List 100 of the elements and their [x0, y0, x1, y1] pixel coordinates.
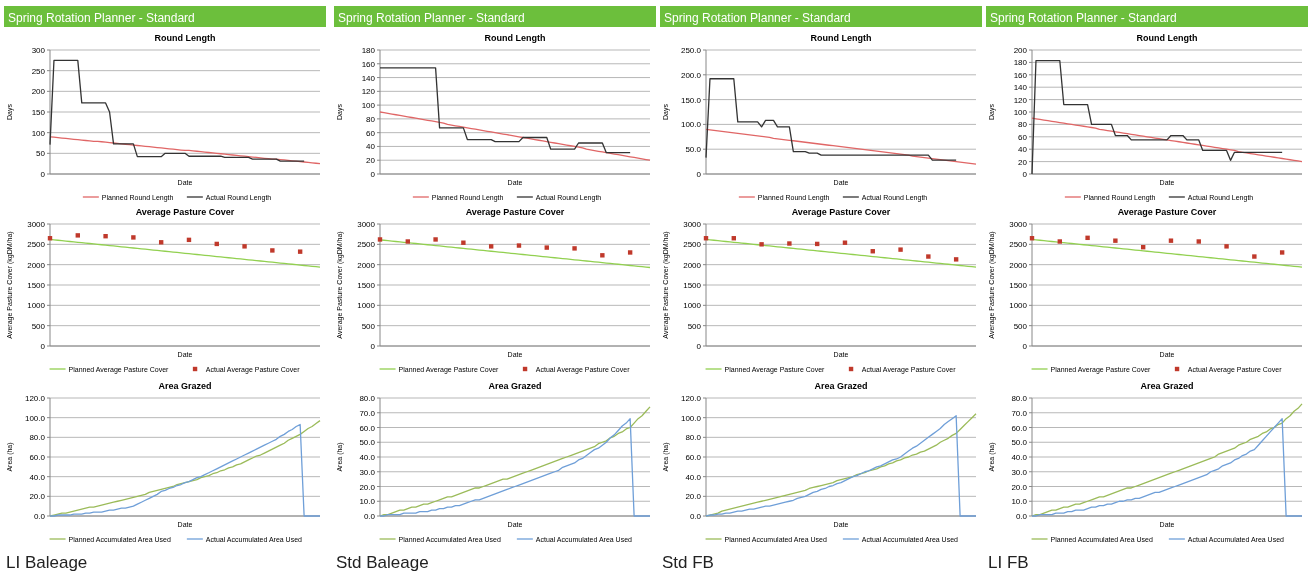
point: [572, 246, 577, 251]
y-tick-label: 2000: [27, 260, 46, 270]
y-tick-label: 80: [1018, 120, 1028, 130]
point: [787, 241, 792, 246]
point: [377, 237, 383, 242]
y-tick-label: 0: [370, 170, 376, 179]
y-tick-label: 100: [361, 101, 376, 111]
point: [103, 234, 108, 239]
y-tick-label: 140: [361, 73, 376, 83]
y-tick-label: 80.0: [359, 394, 376, 403]
text: Std FB: [662, 553, 714, 572]
y-tick-label: 0.0: [689, 512, 702, 521]
line-series: [49, 136, 321, 165]
y-tick-label: 200.0: [680, 70, 702, 80]
y-tick-label: 100: [31, 128, 46, 138]
y-tick-label: 100: [1013, 108, 1028, 117]
y-tick-label: 160: [1013, 70, 1028, 80]
y-tick-label: 0: [1022, 170, 1028, 179]
y-tick-label: 80.0: [29, 433, 46, 443]
point: [242, 244, 247, 249]
y-tick-label: 20.0: [1011, 482, 1028, 492]
chart-title: Average Pasture Cover: [135, 207, 235, 217]
y-tick-label: 2500: [1009, 240, 1028, 250]
text: Spring Rotation Planner - Standard: [990, 11, 1177, 25]
chart-title: Area Grazed: [158, 381, 212, 391]
y-tick-label: 20.0: [29, 492, 46, 502]
y-tick-label: 200: [31, 87, 46, 97]
y-tick-label: 0: [696, 342, 702, 351]
y-tick-label: 60: [366, 128, 376, 138]
chart-title: Round Length: [810, 33, 872, 43]
point: [270, 248, 275, 253]
y-tick-label: 0: [1022, 342, 1028, 351]
point: [488, 244, 494, 249]
y-tick-label: 180: [361, 46, 376, 55]
y-tick-label: 150.0: [680, 95, 702, 105]
y-tick-label: 10.0: [1011, 497, 1028, 507]
y-tick-label: 1000: [683, 301, 702, 311]
y-tick-label: 200: [1013, 46, 1028, 55]
y-tick-label: 50.0: [1011, 438, 1028, 448]
text: LI FB: [988, 553, 1029, 572]
y-tick-label: 70.0: [1011, 408, 1028, 418]
point: [1279, 250, 1285, 255]
y-tick-label: 1000: [27, 301, 46, 311]
point: [953, 257, 959, 262]
text: Std Baleage: [336, 553, 429, 572]
y-tick-label: 2500: [27, 240, 46, 250]
y-tick-label: 2000: [1009, 260, 1028, 270]
chart-title: Average Pasture Cover: [465, 207, 565, 217]
y-tick-label: 60.0: [685, 453, 702, 462]
y-tick-label: 40.0: [359, 453, 376, 462]
point: [461, 240, 466, 245]
y-tick-label: 20: [1018, 157, 1028, 167]
text: Spring Rotation Planner - Standard: [338, 11, 525, 25]
text: LI Baleage: [6, 553, 88, 572]
y-tick-label: 20.0: [359, 482, 376, 492]
point: [158, 240, 164, 245]
y-tick-label: 500: [687, 321, 702, 331]
y-tick-label: 100.0: [680, 413, 702, 423]
point: [516, 243, 522, 248]
y-tick-label: 1500: [27, 281, 46, 290]
point: [433, 237, 438, 242]
point: [1224, 244, 1229, 249]
point: [600, 253, 605, 258]
point: [405, 239, 410, 244]
y-tick-label: 30.0: [359, 467, 376, 477]
point: [297, 249, 303, 254]
y-tick-label: 120: [361, 87, 376, 97]
y-tick-label: 60.0: [359, 423, 376, 433]
y-tick-label: 2500: [357, 240, 376, 250]
y-tick-label: 100.0: [24, 413, 46, 423]
line-series: [1031, 238, 1303, 268]
y-tick-label: 50: [36, 149, 46, 159]
y-tick-label: 150: [31, 108, 46, 117]
y-tick-label: 500: [31, 321, 46, 331]
y-tick-label: 0: [40, 342, 46, 351]
y-tick-label: 80.0: [685, 433, 702, 443]
point: [131, 235, 136, 240]
y-tick-label: 120.0: [680, 394, 702, 403]
line-series: [379, 111, 651, 161]
point: [1085, 235, 1090, 241]
y-tick-label: 80: [366, 114, 376, 124]
y-tick-label: 3000: [357, 220, 376, 229]
y-tick-label: 60.0: [29, 453, 46, 462]
y-tick-label: 300: [31, 46, 46, 55]
chart-title: Area Grazed: [488, 381, 542, 391]
y-tick-label: 10.0: [359, 497, 376, 507]
line-series: [49, 238, 321, 268]
line-series: [1031, 117, 1303, 163]
y-tick-label: 3000: [683, 220, 702, 229]
chart-title: Area Grazed: [1140, 381, 1194, 391]
y-tick-label: 20: [366, 156, 376, 166]
chart-title: Average Pasture Cover: [791, 207, 891, 217]
y-tick-label: 0: [370, 342, 376, 351]
point: [1252, 254, 1257, 259]
y-tick-label: 40: [1018, 145, 1028, 155]
y-tick-label: 500: [1013, 321, 1028, 331]
text: Spring Rotation Planner - Standard: [664, 11, 851, 25]
y-tick-label: 20.0: [685, 492, 702, 502]
y-tick-label: 180: [1013, 58, 1028, 68]
line-series: [705, 128, 977, 165]
